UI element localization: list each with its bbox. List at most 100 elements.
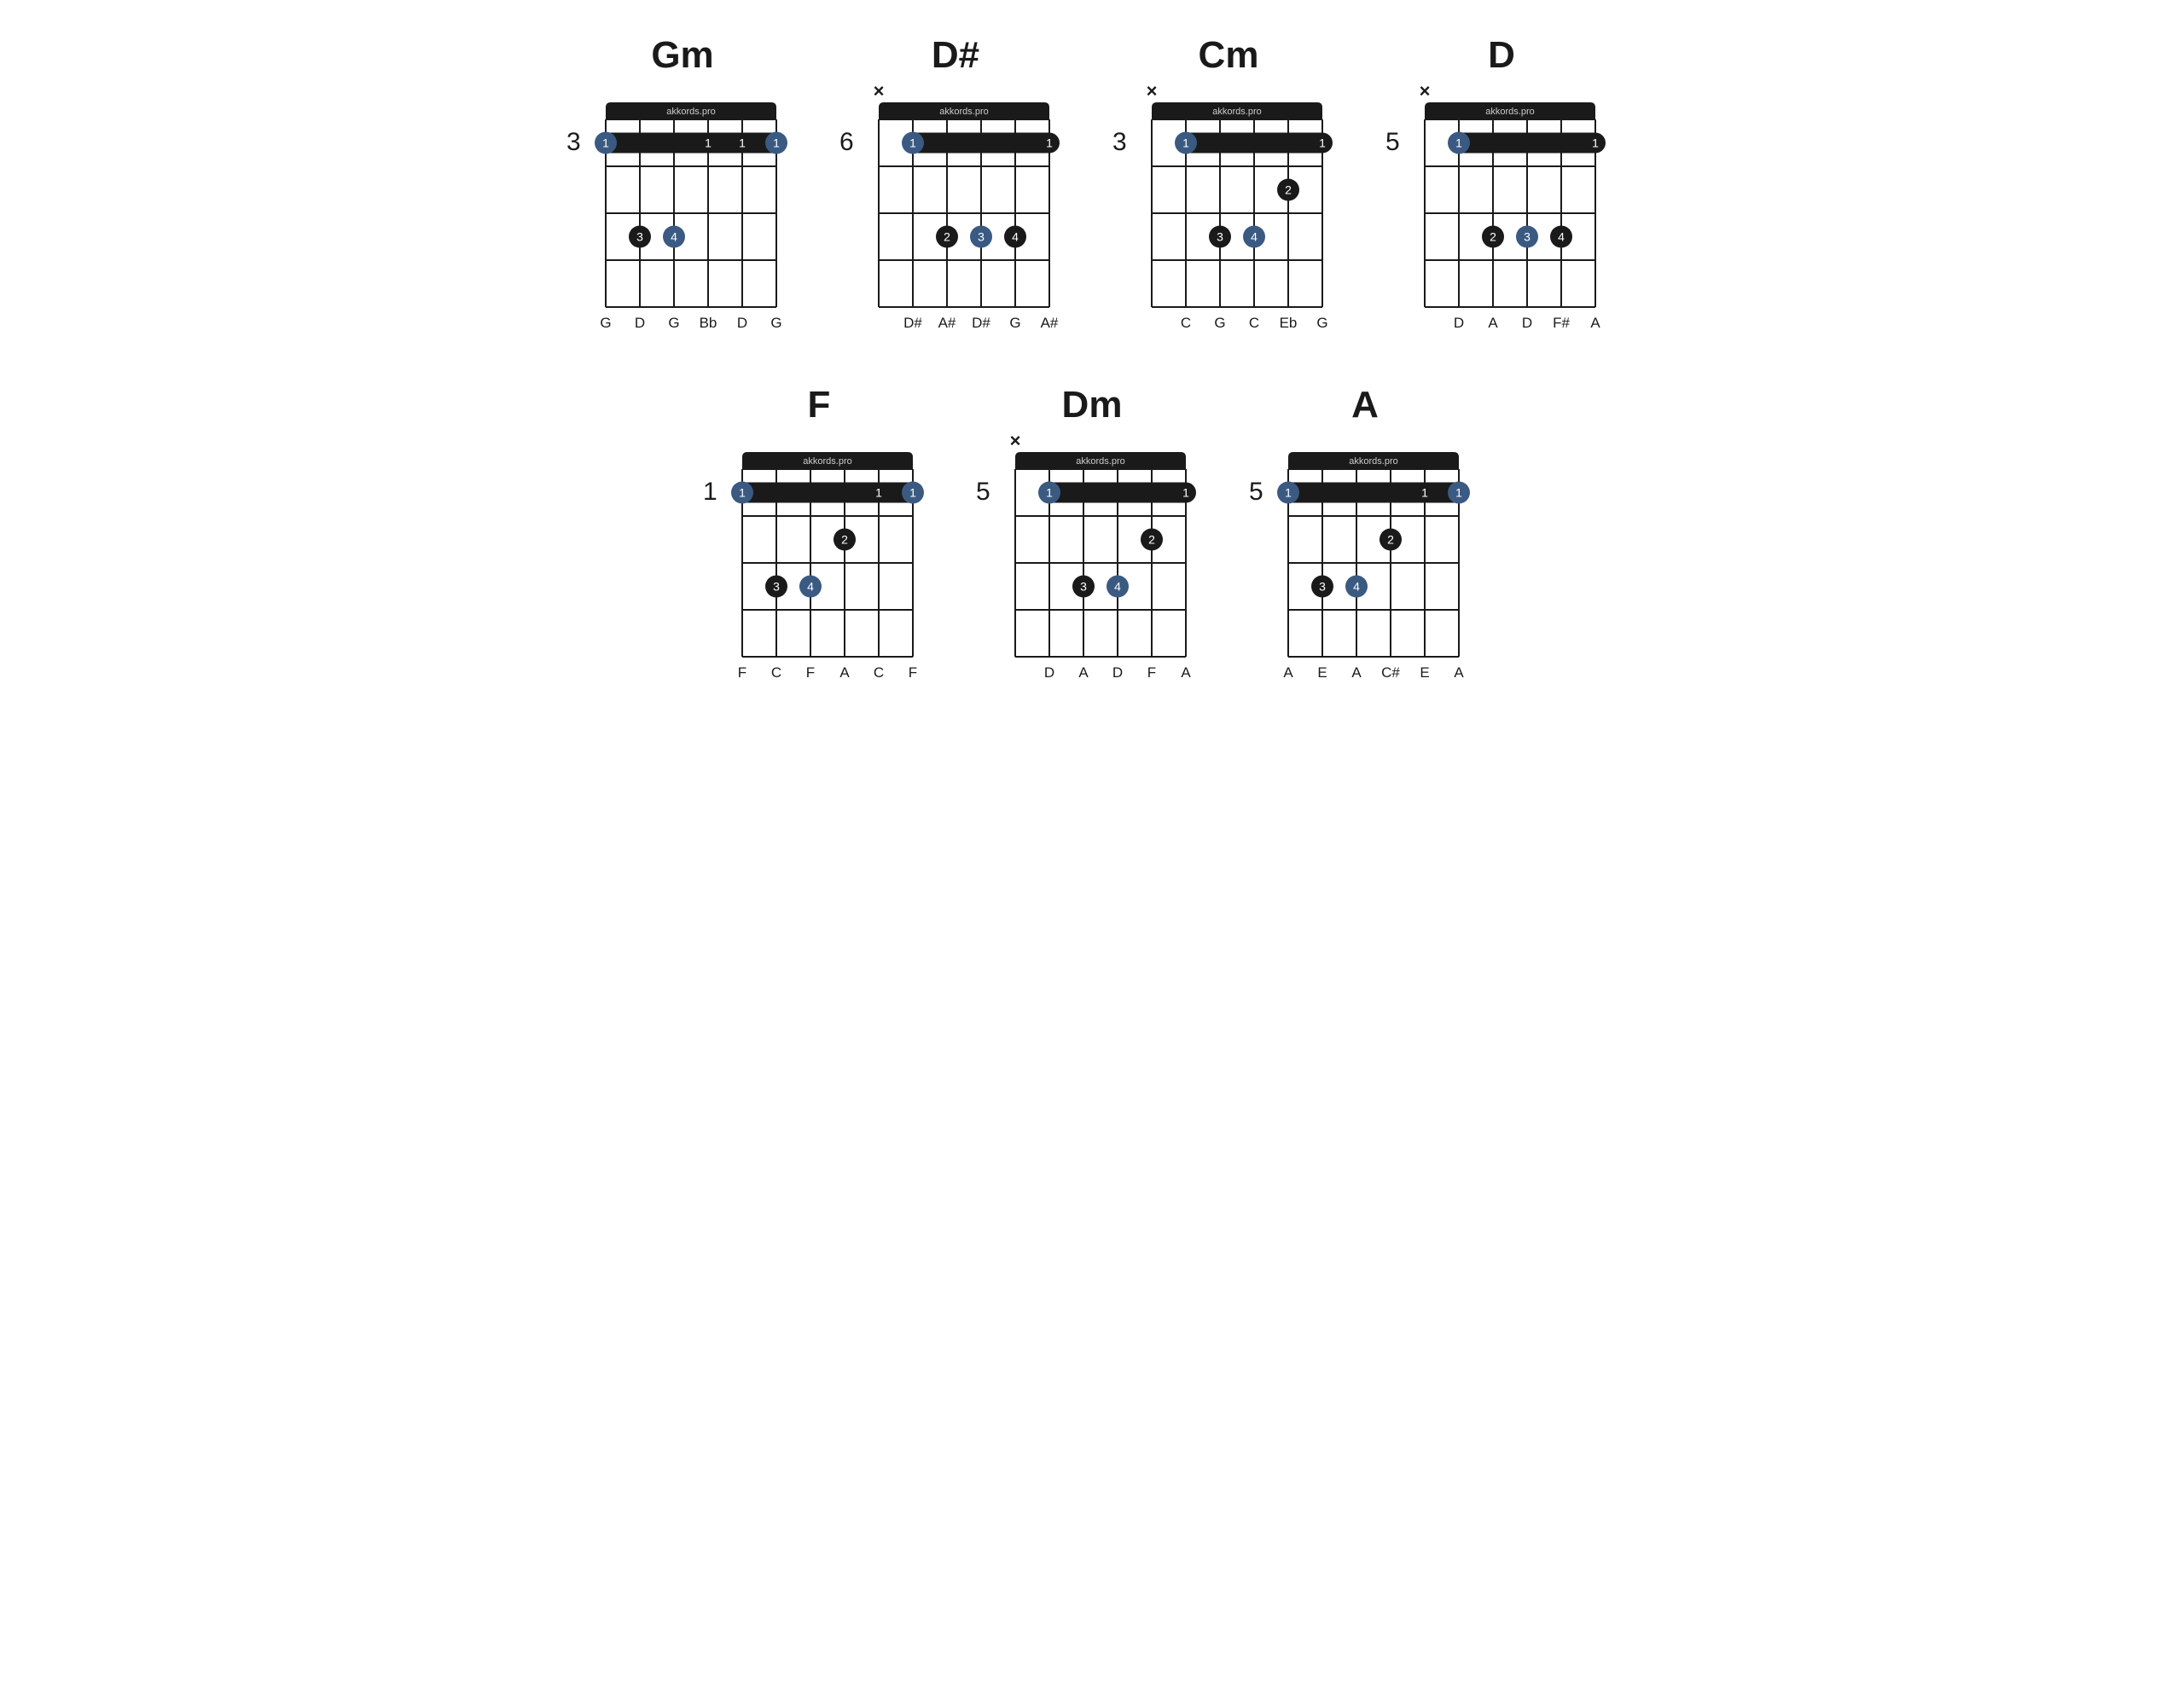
svg-text:G: G xyxy=(1316,315,1327,331)
svg-text:G: G xyxy=(1214,315,1225,331)
fretboard-svg: akkords.pro×11234D#A#D#GA# xyxy=(836,85,1075,341)
svg-text:D#: D# xyxy=(903,315,922,331)
fretboard: 3akkords.pro111134GDGBbDG xyxy=(563,85,802,341)
chord-row: F1akkords.pro111234FCFACFDm5akkords.pro×… xyxy=(546,384,1638,691)
fretboard-svg: akkords.pro×11234CGCEbG xyxy=(1109,85,1348,341)
svg-text:akkords.pro: akkords.pro xyxy=(803,456,851,467)
svg-text:G: G xyxy=(668,315,679,331)
svg-text:akkords.pro: akkords.pro xyxy=(1485,107,1534,117)
svg-text:4: 4 xyxy=(1558,230,1565,244)
svg-text:F#: F# xyxy=(1553,315,1570,331)
chord-name: F xyxy=(808,384,831,426)
chord-name: A xyxy=(1351,384,1379,426)
svg-text:×: × xyxy=(1420,85,1431,101)
svg-text:A: A xyxy=(839,664,850,681)
svg-text:F: F xyxy=(738,664,746,681)
svg-text:3: 3 xyxy=(1080,580,1087,594)
start-fret-label: 5 xyxy=(1249,478,1263,507)
svg-text:C: C xyxy=(874,664,884,681)
svg-text:A: A xyxy=(1351,664,1362,681)
svg-text:A: A xyxy=(1283,664,1293,681)
svg-text:4: 4 xyxy=(1012,230,1019,244)
svg-text:F: F xyxy=(806,664,815,681)
svg-text:D: D xyxy=(737,315,747,331)
chord-diagram: Gm3akkords.pro111134GDGBbDG xyxy=(563,34,802,341)
svg-text:3: 3 xyxy=(1524,230,1531,244)
svg-text:×: × xyxy=(1010,435,1021,451)
fretboard-svg: akkords.pro111234AEAC#EA xyxy=(1246,435,1484,691)
svg-text:3: 3 xyxy=(636,230,643,244)
svg-text:2: 2 xyxy=(1285,183,1292,197)
chord-diagram: D5akkords.pro×11234DADF#A xyxy=(1382,34,1621,341)
fretboard: 3akkords.pro×11234CGCEbG xyxy=(1109,85,1348,341)
start-fret-label: 3 xyxy=(566,128,581,157)
svg-text:3: 3 xyxy=(1217,230,1223,244)
chord-row: Gm3akkords.pro111134GDGBbDGD#6akkords.pr… xyxy=(546,34,1638,341)
svg-text:1: 1 xyxy=(705,136,712,150)
svg-text:A: A xyxy=(1454,664,1464,681)
svg-text:E: E xyxy=(1420,664,1429,681)
chord-diagram: Dm5akkords.pro×11234DADFA xyxy=(973,384,1211,691)
svg-text:A: A xyxy=(1078,664,1089,681)
svg-text:A: A xyxy=(1488,315,1498,331)
svg-text:1: 1 xyxy=(1182,486,1189,500)
svg-text:2: 2 xyxy=(841,533,848,547)
svg-text:4: 4 xyxy=(807,580,814,594)
fretboard-svg: akkords.pro111134GDGBbDG xyxy=(563,85,802,341)
chord-name: Cm xyxy=(1199,34,1259,77)
svg-text:G: G xyxy=(600,315,611,331)
fretboard-svg: akkords.pro×11234DADFA xyxy=(973,435,1211,691)
svg-text:1: 1 xyxy=(739,486,746,500)
fretboard: 5akkords.pro111234AEAC#EA xyxy=(1246,435,1484,691)
svg-text:G: G xyxy=(1009,315,1020,331)
svg-text:×: × xyxy=(1147,85,1158,101)
fretboard: 1akkords.pro111234FCFACF xyxy=(700,435,938,691)
svg-text:akkords.pro: akkords.pro xyxy=(1076,456,1124,467)
svg-text:D#: D# xyxy=(972,315,990,331)
svg-text:D: D xyxy=(635,315,645,331)
svg-text:1: 1 xyxy=(909,136,916,150)
svg-text:C#: C# xyxy=(1381,664,1400,681)
chord-name: Dm xyxy=(1062,384,1123,426)
svg-text:D: D xyxy=(1112,664,1123,681)
svg-text:4: 4 xyxy=(671,230,677,244)
start-fret-label: 3 xyxy=(1112,128,1127,157)
svg-text:1: 1 xyxy=(773,136,780,150)
svg-text:E: E xyxy=(1317,664,1327,681)
svg-text:1: 1 xyxy=(1319,136,1326,150)
svg-text:C: C xyxy=(1249,315,1259,331)
chord-diagram: F1akkords.pro111234FCFACF xyxy=(700,384,938,691)
svg-text:3: 3 xyxy=(1319,580,1326,594)
svg-text:A: A xyxy=(1181,664,1191,681)
svg-text:C: C xyxy=(1181,315,1191,331)
svg-text:A#: A# xyxy=(1041,315,1059,331)
svg-text:3: 3 xyxy=(773,580,780,594)
svg-text:1: 1 xyxy=(1182,136,1189,150)
svg-text:1: 1 xyxy=(602,136,609,150)
start-fret-label: 1 xyxy=(703,478,717,507)
svg-text:akkords.pro: akkords.pro xyxy=(1212,107,1261,117)
chord-name: D# xyxy=(932,34,979,77)
svg-text:1: 1 xyxy=(909,486,916,500)
fretboard: 5akkords.pro×11234DADF#A xyxy=(1382,85,1621,341)
fretboard-svg: akkords.pro×11234DADF#A xyxy=(1382,85,1621,341)
svg-text:akkords.pro: akkords.pro xyxy=(666,107,715,117)
chord-name: D xyxy=(1488,34,1515,77)
svg-text:4: 4 xyxy=(1114,580,1121,594)
svg-text:2: 2 xyxy=(1148,533,1155,547)
svg-text:1: 1 xyxy=(1455,136,1462,150)
start-fret-label: 5 xyxy=(1385,128,1400,157)
svg-text:1: 1 xyxy=(1046,136,1053,150)
start-fret-label: 6 xyxy=(839,128,854,157)
chord-sheet: Gm3akkords.pro111134GDGBbDGD#6akkords.pr… xyxy=(546,34,1638,691)
chord-diagram: D#6akkords.pro×11234D#A#D#GA# xyxy=(836,34,1075,341)
svg-text:A: A xyxy=(1590,315,1600,331)
svg-text:1: 1 xyxy=(875,486,882,500)
svg-text:G: G xyxy=(770,315,781,331)
svg-text:F: F xyxy=(1147,664,1156,681)
svg-text:1: 1 xyxy=(1592,136,1599,150)
svg-text:Bb: Bb xyxy=(700,315,717,331)
svg-text:F: F xyxy=(909,664,917,681)
svg-text:1: 1 xyxy=(1455,486,1462,500)
svg-text:A#: A# xyxy=(938,315,956,331)
